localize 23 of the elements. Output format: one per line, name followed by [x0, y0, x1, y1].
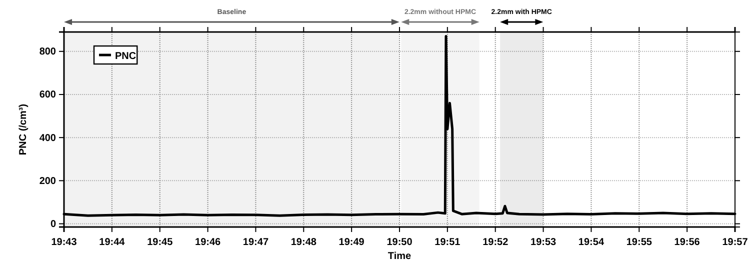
x-tick-label: 19:57: [722, 237, 748, 248]
y-tick-label: 200: [39, 176, 56, 187]
x-tick-label: 19:56: [674, 237, 700, 248]
x-tick-label: 19:47: [242, 237, 269, 248]
x-tick-label: 19:46: [194, 237, 222, 248]
x-tick-label: 19:53: [530, 237, 557, 248]
x-axis-title: Time: [388, 251, 412, 262]
legend-label: PNC: [115, 51, 136, 62]
x-tick-label: 19:50: [386, 237, 413, 248]
x-tick-label: 19:49: [338, 237, 365, 248]
x-tick-label: 19:43: [51, 237, 78, 248]
y-tick-label: 800: [39, 46, 56, 58]
x-tick-label: 19:52: [482, 237, 509, 248]
x-tick-label: 19:54: [578, 237, 604, 248]
y-tick-label: 600: [39, 90, 56, 101]
x-tick-label: 19:45: [147, 237, 174, 248]
y-axis-title: PNC (/cm³): [18, 104, 29, 156]
x-tick-label: 19:44: [99, 237, 126, 248]
x-tick-label: 19:51: [434, 237, 461, 248]
y-tick-label: 0: [50, 218, 56, 230]
y-tick-label: 400: [39, 132, 56, 144]
x-tick-label: 19:48: [290, 237, 317, 248]
x-tick-label: 19:55: [626, 237, 652, 248]
